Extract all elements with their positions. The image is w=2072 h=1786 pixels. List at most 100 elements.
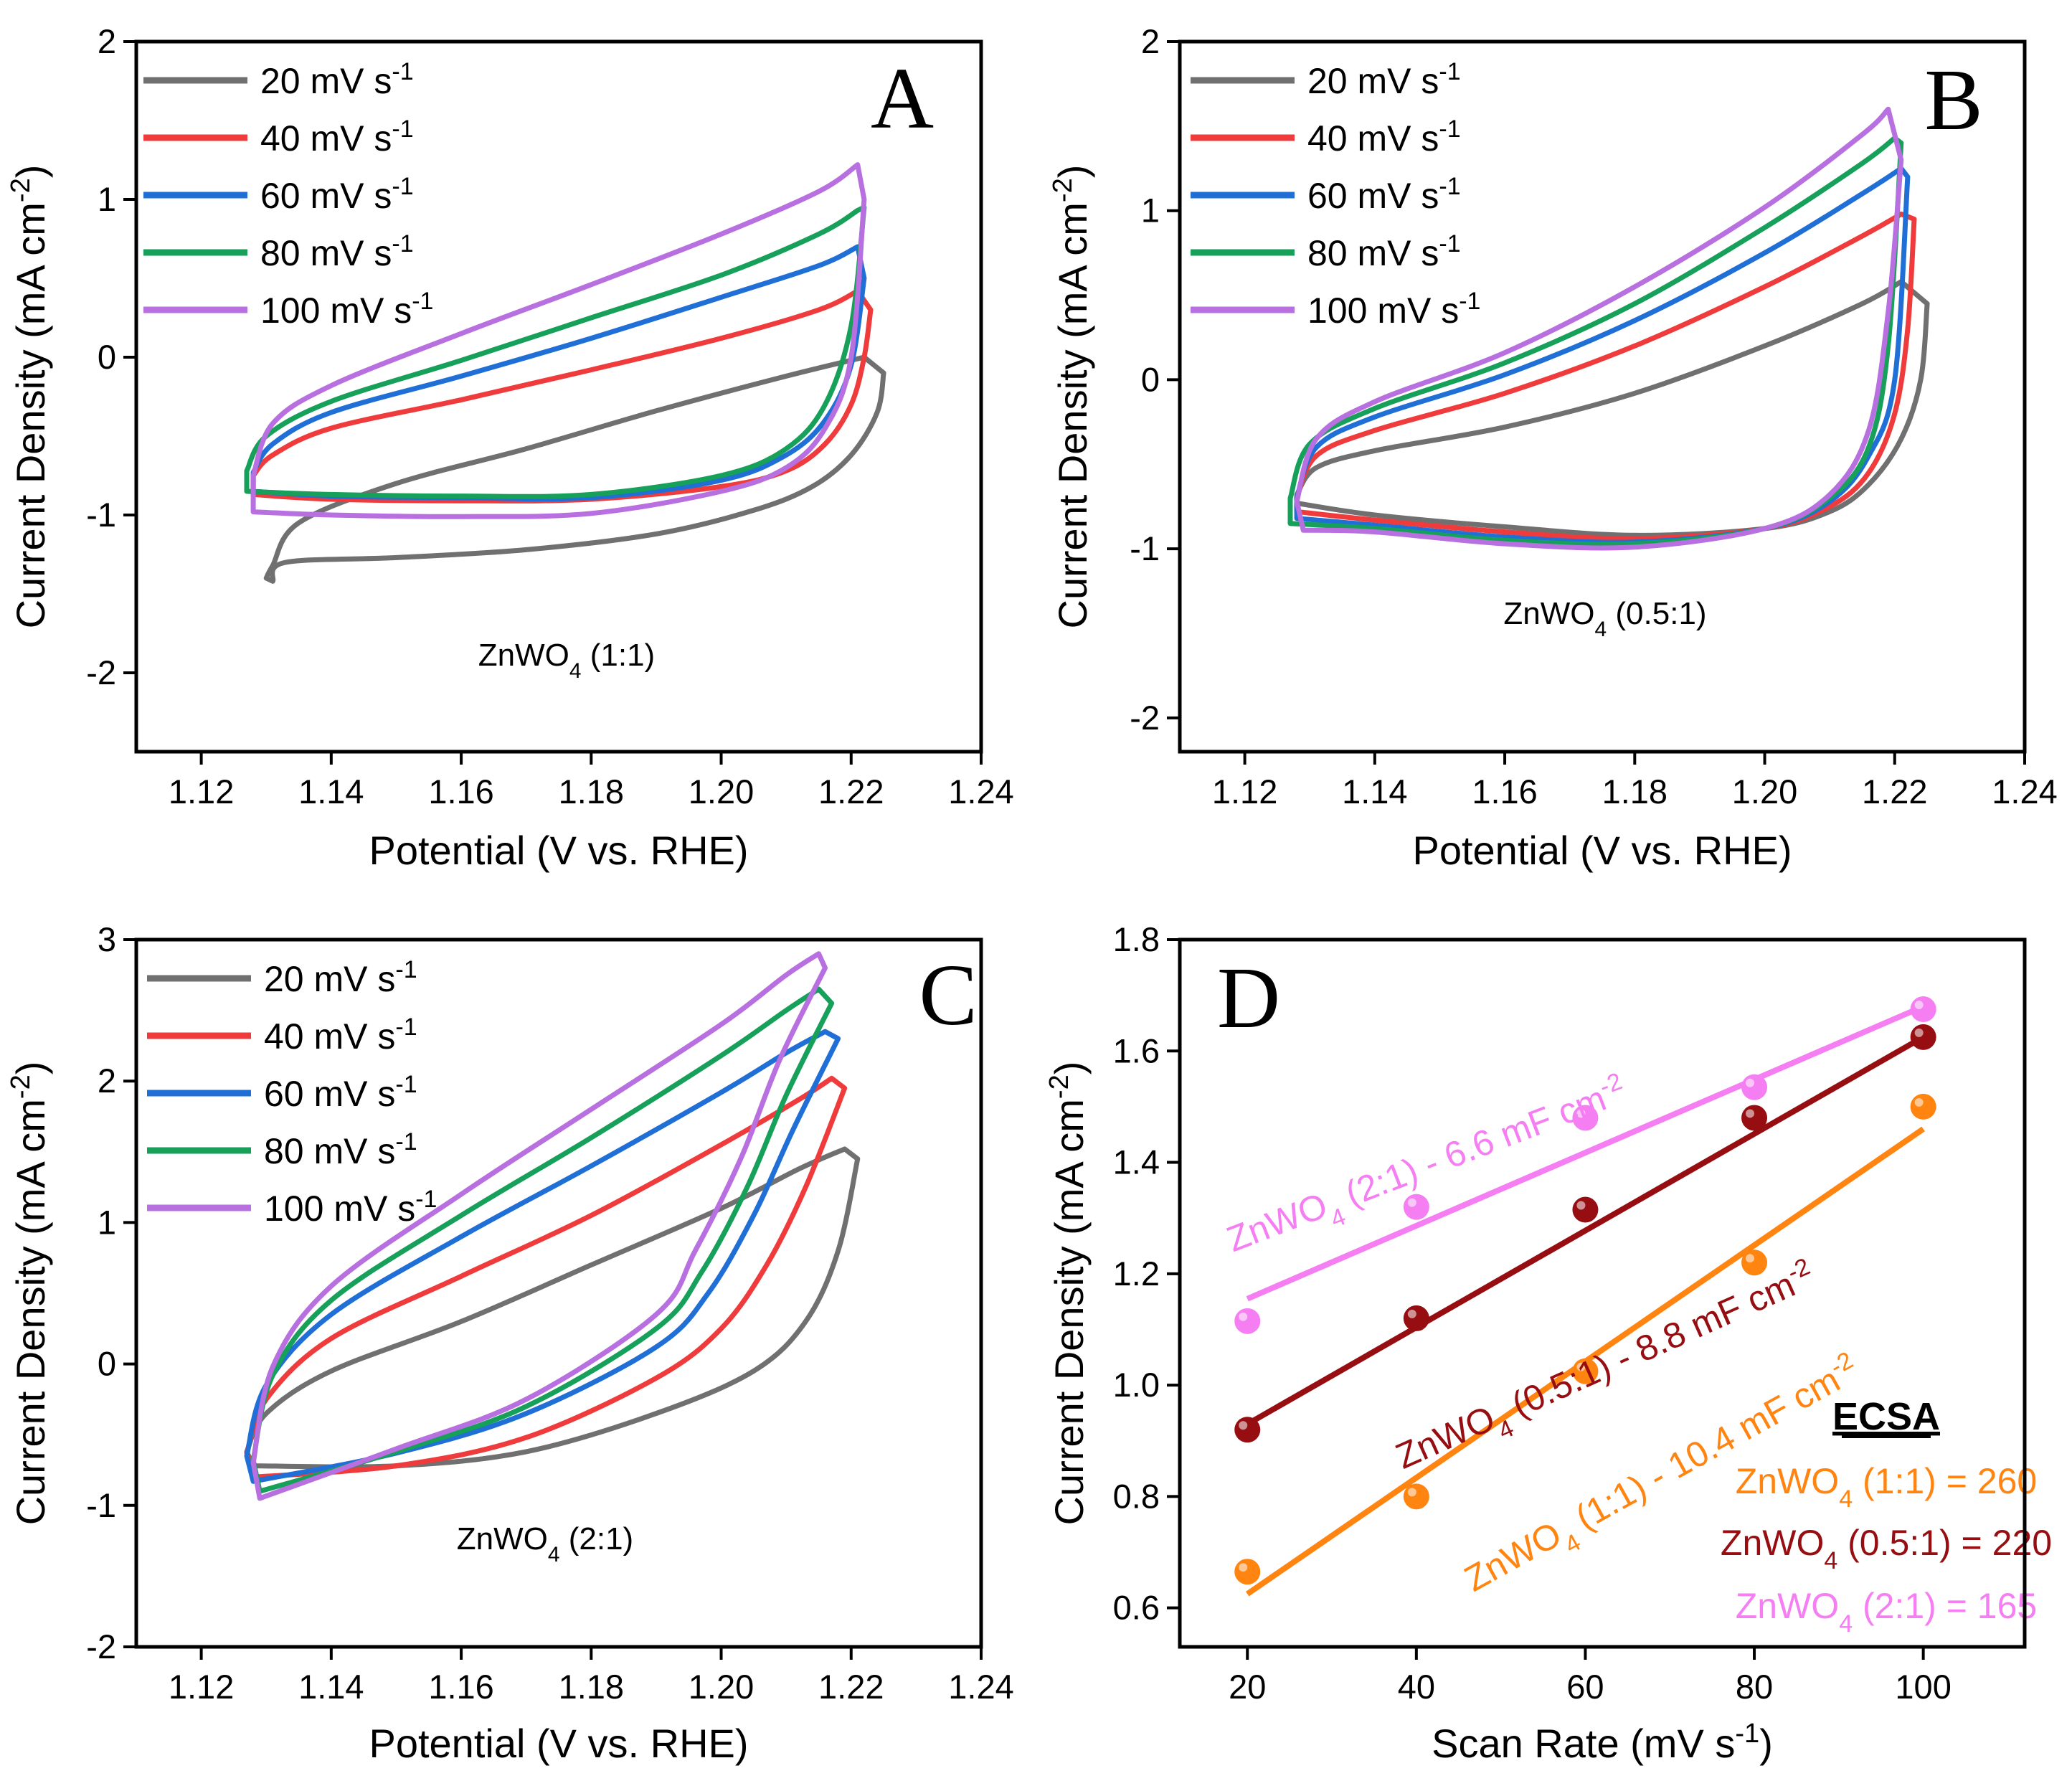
legend-label: 60 mV s-1 xyxy=(1307,173,1461,216)
ecsa-entry: ZnWO4 (1:1) = 260 xyxy=(1736,1461,2037,1513)
y-tick-label: 2 xyxy=(1141,22,1160,60)
data-point xyxy=(1741,1249,1768,1276)
y-tick-label: 0 xyxy=(98,338,116,376)
x-tick-label: 1.22 xyxy=(818,772,884,811)
x-tick-label: 1.20 xyxy=(1732,772,1797,811)
data-point-highlight xyxy=(1914,1097,1924,1107)
data-point-highlight xyxy=(1239,1312,1248,1321)
data-point-highlight xyxy=(1239,1563,1248,1572)
y-tick-label: 2 xyxy=(98,1062,116,1100)
legend-label: 100 mV s-1 xyxy=(1307,288,1480,331)
plot-frame xyxy=(134,937,983,1649)
x-tick-label: 1.18 xyxy=(559,772,624,811)
y-tick-label: 1.2 xyxy=(1113,1255,1160,1293)
x-tick-label: 1.18 xyxy=(559,1668,624,1706)
series-line-40-mv-s-1 xyxy=(250,288,874,504)
data-point xyxy=(1234,1417,1261,1443)
y-tick-label: 1 xyxy=(98,1203,116,1241)
legend-label: 20 mV s-1 xyxy=(260,58,414,101)
data-point-highlight xyxy=(1407,1309,1416,1318)
x-tick-label: 1.24 xyxy=(948,772,1013,811)
legend-label: 60 mV s-1 xyxy=(260,173,414,216)
legend-label: 40 mV s-1 xyxy=(264,1014,417,1057)
y-tick-label: -1 xyxy=(86,496,116,534)
series-line-20-mv-s-1 xyxy=(1294,279,1930,538)
data-point xyxy=(1234,1308,1261,1334)
y-tick-label: 0.6 xyxy=(1113,1589,1160,1627)
sample-label: ZnWO4 (1:1) xyxy=(478,638,655,683)
x-tick-label: 100 xyxy=(1895,1668,1951,1706)
panel-letter: A xyxy=(871,50,934,147)
data-point-highlight xyxy=(1746,1109,1755,1118)
x-tick-label: 1.22 xyxy=(1862,772,1927,811)
series-line-20-mv-s-1 xyxy=(244,1146,861,1470)
x-tick-label: 20 xyxy=(1229,1668,1266,1706)
y-tick-label: 1.6 xyxy=(1113,1031,1160,1069)
x-axis-label: Potential (V vs. RHE) xyxy=(369,828,748,873)
y-tick-label: 2 xyxy=(98,22,116,60)
y-tick-label: 1 xyxy=(1141,192,1160,230)
legend-label: 80 mV s-1 xyxy=(1307,230,1461,273)
y-tick-label: -2 xyxy=(1130,699,1160,737)
x-tick-label: 1.16 xyxy=(428,772,493,811)
panel-a: 1.12 1.14 1.16 1.18 1.20 1.22 1.24 2 1 0 -1 -2 Poten… xyxy=(6,22,1014,873)
panel-letter: C xyxy=(919,947,977,1044)
y-tick-label: 3 xyxy=(98,920,116,958)
y-tick-label: 1.4 xyxy=(1113,1143,1160,1181)
series-line-60-mv-s-1 xyxy=(244,1029,841,1484)
x-tick-label: 1.24 xyxy=(948,1668,1013,1706)
series-line-100-mv-s-1 xyxy=(250,951,828,1501)
y-axis-label: Current Density (mA cm-2) xyxy=(6,1062,53,1526)
data-point-highlight xyxy=(1239,1421,1248,1430)
fit-line-znwo4-0-5-1 xyxy=(1246,1034,1925,1427)
data-point xyxy=(1572,1196,1599,1223)
series-line-100-mv-s-1 xyxy=(250,162,867,519)
x-axis-label: Potential (V vs. RHE) xyxy=(369,1721,748,1766)
panel-letter: D xyxy=(1217,950,1280,1046)
plot-frame xyxy=(134,39,983,754)
series-line-80-mv-s-1 xyxy=(250,986,835,1494)
y-tick-label: -2 xyxy=(86,1627,116,1665)
series-line-40-mv-s-1 xyxy=(1294,211,1917,542)
x-axis-label: Potential (V vs. RHE) xyxy=(1412,828,1792,873)
data-point-highlight xyxy=(1576,1201,1586,1210)
panel-c: 1.12 1.14 1.16 1.18 1.20 1.22 1.24 3 2 1 0 -1 -2 Pote… xyxy=(6,920,1014,1766)
y-tick-label: 0 xyxy=(98,1345,116,1383)
series-line-40-mv-s-1 xyxy=(244,1075,848,1480)
x-tick-label: 1.14 xyxy=(1342,772,1407,811)
x-tick-label: 1.12 xyxy=(169,772,234,811)
legend-label: 20 mV s-1 xyxy=(264,956,417,999)
x-tick-label: 80 xyxy=(1736,1668,1773,1706)
data-point xyxy=(1234,1559,1261,1585)
x-tick-label: 1.22 xyxy=(818,1668,884,1706)
data-point xyxy=(1403,1483,1429,1510)
y-tick-label: 1 xyxy=(98,180,116,218)
series-line-60-mv-s-1 xyxy=(250,244,867,502)
panel-d: 20 40 60 80 100 0.6 0.8 1.0 1.2 1.4 1.6 1.8 Scan Rat… xyxy=(1044,920,2052,1766)
x-tick-label: 1.12 xyxy=(1212,772,1277,811)
data-point-highlight xyxy=(1746,1078,1755,1087)
y-tick-label: 0.8 xyxy=(1113,1477,1160,1515)
legend-label: 80 mV s-1 xyxy=(264,1128,417,1171)
data-point xyxy=(1910,996,1936,1023)
y-tick-label: -1 xyxy=(86,1486,116,1524)
legend-label: 20 mV s-1 xyxy=(1307,58,1461,101)
plot-frame xyxy=(1178,39,2027,754)
legend-label: 40 mV s-1 xyxy=(260,115,414,159)
x-tick-label: 40 xyxy=(1398,1668,1435,1706)
x-tick-label: 1.14 xyxy=(298,1668,364,1706)
ecsa-title: ECSA xyxy=(1832,1395,1940,1438)
data-point-highlight xyxy=(1914,1028,1924,1037)
ecsa-entry: ZnWO4 (2:1) = 165 xyxy=(1736,1586,2037,1638)
fit-label-znwo4-0-5-1: ZnWO4 (0.5:1) - 8.8 mF cm-2 xyxy=(1389,1253,1825,1488)
data-point xyxy=(1403,1194,1429,1220)
y-axis-label: Current Density (mA cm-2) xyxy=(6,165,53,629)
data-point xyxy=(1403,1305,1429,1331)
data-point-highlight xyxy=(1576,1362,1586,1371)
y-axis-label: Current Density (mA cm-2) xyxy=(1044,1062,1092,1526)
x-tick-label: 1.12 xyxy=(169,1668,234,1706)
legend-label: 80 mV s-1 xyxy=(260,230,414,273)
x-tick-label: 1.20 xyxy=(689,772,754,811)
x-axis-label: Scan Rate (mV s-1) xyxy=(1432,1719,1773,1766)
